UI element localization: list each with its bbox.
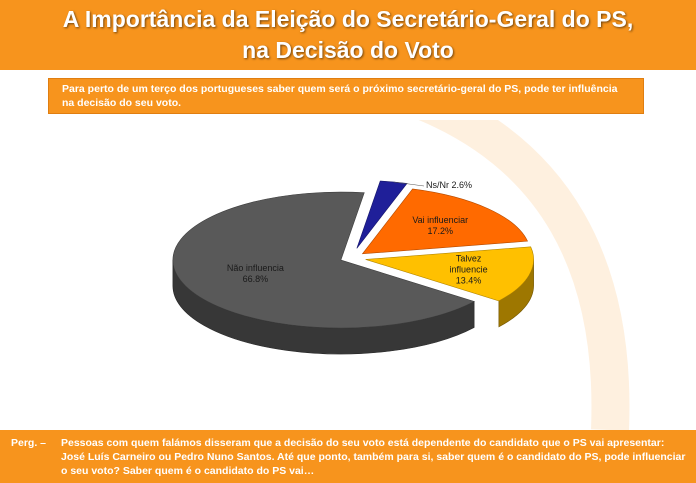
pie-slice-ns-nr — [356, 180, 408, 249]
pie-slice-vai-influenciar — [361, 188, 528, 255]
question-box: Perg. – Pessoas com quem falámos dissera… — [0, 430, 696, 483]
pie-chart: Ns/Nr 2.6% Vai influenciar 17.2% Talvez infl… — [172, 82, 630, 431]
leader-line-ns-nr — [393, 181, 425, 187]
title-bar: A Importância da Eleição do Secretário-G… — [0, 0, 696, 70]
page-title: A Importância da Eleição do Secretário-G… — [0, 4, 696, 66]
data-label-talvez-influencie: Talvez influencie 13.4% — [450, 253, 488, 285]
data-label-vai-influenciar: Vai influenciar 17.2% — [412, 215, 468, 236]
pie-slice-n-o-influencia — [172, 191, 475, 329]
question-label: Perg. – — [11, 437, 47, 449]
subtitle-box: Para perto de um terço dos portugueses s… — [48, 78, 644, 114]
chart-area: Ns/Nr 2.6% Vai influenciar 17.2% Talvez infl… — [0, 82, 696, 431]
background-decoration — [412, 82, 630, 431]
title-line-2: na Decisão do Voto — [242, 37, 454, 63]
pie-labels: Ns/Nr 2.6% Vai influenciar 17.2% Talvez infl… — [227, 180, 488, 285]
pie-slice-talvez-influencie — [365, 246, 534, 302]
question-text: Pessoas com quem falámos disseram que a … — [61, 437, 686, 477]
data-label-n-o-influencia: Não influencia 66.8% — [227, 263, 284, 284]
pie-tops — [172, 180, 534, 329]
background-swoosh — [412, 82, 630, 431]
data-label-ns-nr: Ns/Nr 2.6% — [426, 180, 472, 190]
title-line-1: A Importância da Eleição do Secretário-G… — [62, 6, 634, 32]
subtitle-text: Para perto de um terço dos portugueses s… — [62, 83, 618, 109]
